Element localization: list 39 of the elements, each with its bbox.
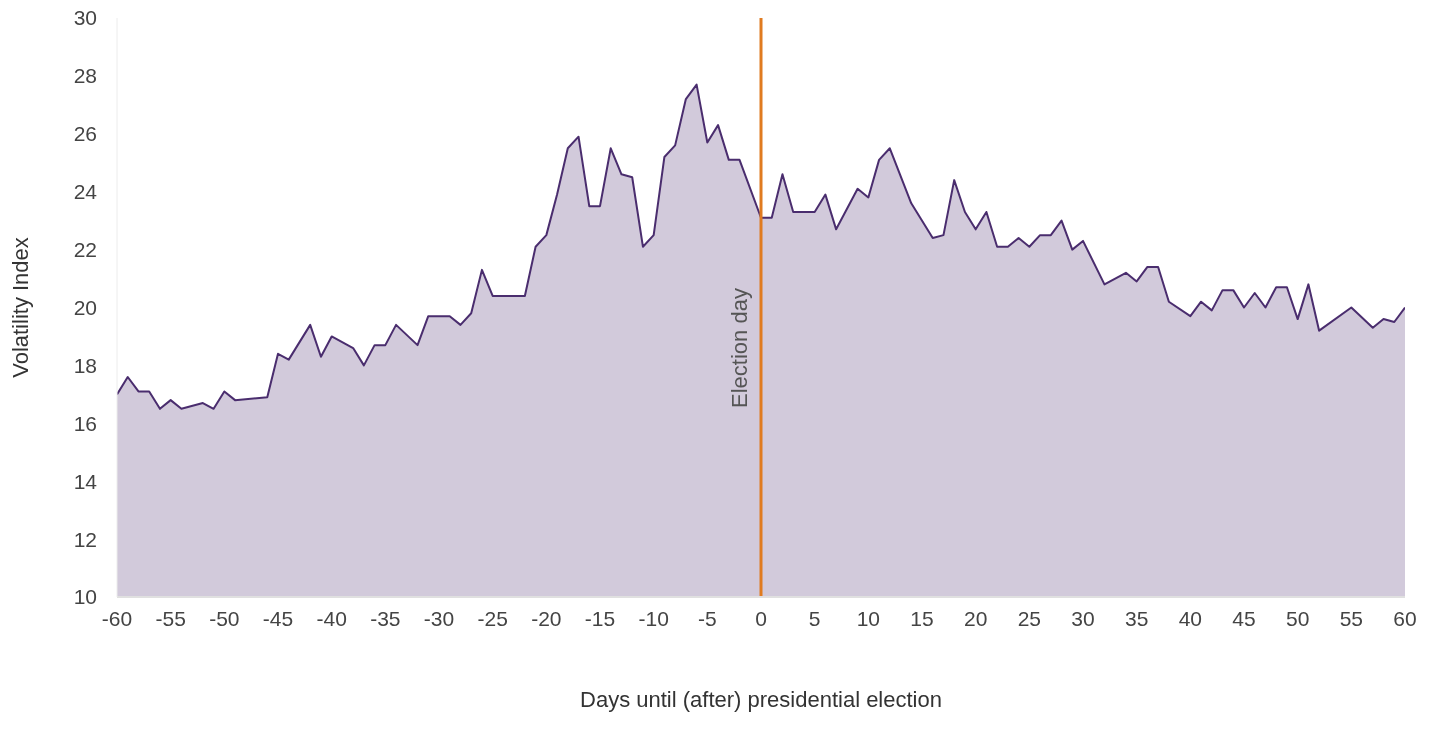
x-tick-label: 55 — [1339, 606, 1364, 630]
x-tick-label: 15 — [910, 606, 934, 630]
y-tick-label: 20 — [73, 295, 97, 319]
ref-line-label: Election day — [727, 288, 752, 408]
y-tick-label: 14 — [73, 469, 98, 493]
x-tick-label: -45 — [262, 606, 294, 630]
y-tick-label: 18 — [73, 353, 97, 377]
x-tick-label: -25 — [477, 606, 508, 630]
y-tick-label: 24 — [73, 180, 98, 204]
x-tick-label: 0 — [755, 606, 767, 630]
x-tick-label: 35 — [1124, 606, 1149, 630]
x-tick-label: 25 — [1017, 606, 1042, 630]
y-tick-label: 28 — [73, 64, 97, 88]
x-tick-label: 50 — [1285, 606, 1310, 630]
x-tick-label: 10 — [856, 606, 881, 630]
y-tick-label: 12 — [73, 527, 97, 551]
y-tick-label: 30 — [73, 6, 97, 30]
x-tick-label: -60 — [101, 606, 133, 630]
x-tick-label: 20 — [963, 606, 988, 630]
x-tick-label: 45 — [1232, 606, 1256, 630]
x-tick-label: -35 — [370, 606, 401, 630]
x-tick-label: -50 — [209, 606, 240, 630]
y-axis-title: Volatility Index — [7, 237, 33, 378]
x-axis-title: Days until (after) presidential election — [580, 687, 942, 712]
y-tick-label: 16 — [73, 411, 97, 435]
x-tick-label: -30 — [423, 606, 455, 630]
y-tick-label: 26 — [73, 122, 97, 146]
x-tick-label: -40 — [316, 606, 347, 630]
x-tick-label: -5 — [697, 606, 717, 630]
x-tick-label: 40 — [1178, 606, 1203, 630]
x-tick-label: 5 — [808, 606, 821, 630]
x-tick-label: -55 — [155, 606, 186, 630]
x-tick-label: -20 — [531, 606, 562, 630]
x-tick-label: 60 — [1393, 606, 1417, 630]
y-tick-label: 22 — [73, 238, 97, 262]
x-tick-label: -15 — [584, 606, 616, 630]
x-tick-label: 30 — [1071, 606, 1095, 630]
y-tick-label: 10 — [73, 585, 97, 609]
x-tick-label: -10 — [638, 606, 669, 630]
